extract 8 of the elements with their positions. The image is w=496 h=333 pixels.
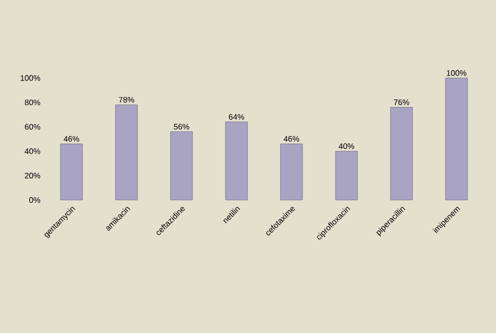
- bar: [170, 131, 193, 200]
- bar: [280, 144, 303, 200]
- bar: [225, 122, 248, 200]
- bar: [390, 107, 413, 200]
- bar: [60, 144, 83, 200]
- bar: [335, 151, 358, 200]
- bar: [445, 78, 468, 200]
- bar: [115, 104, 138, 200]
